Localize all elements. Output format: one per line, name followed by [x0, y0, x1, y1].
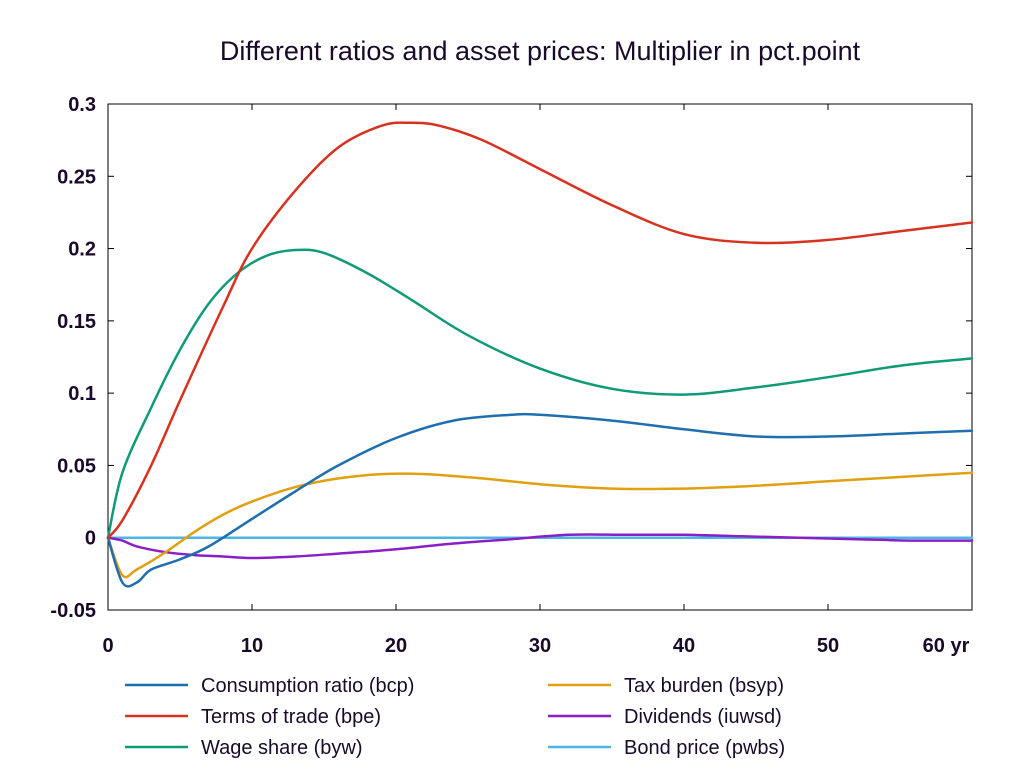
series-line-3: [106, 471, 974, 579]
chart-title: Different ratios and asset prices: Multi…: [220, 36, 861, 66]
y-tick-label: 0.25: [57, 166, 96, 188]
x-tick-label: 10: [241, 635, 263, 657]
series-layer: [106, 121, 974, 588]
plot-frame: [107, 103, 973, 611]
legend-label: Dividends (iuwsd): [624, 706, 782, 728]
y-tick-label: 0: [85, 528, 96, 550]
x-tick-label: 60 yr: [923, 635, 970, 657]
series-line-4: [106, 533, 974, 560]
y-tick-label: 0.3: [68, 94, 96, 116]
x-tick-label: 40: [673, 635, 695, 657]
legend-label: Terms of trade (bpe): [201, 706, 381, 728]
legend-label: Wage share (byw): [201, 737, 363, 759]
y-tick-label: 0.1: [68, 383, 96, 405]
x-tick-label: 50: [817, 635, 839, 657]
legend-label: Tax burden (bsyp): [624, 675, 784, 697]
axis-ticks: -0.05 0 0.05 0.1 0.15 0.2 0.25 0.3 0 10 20 30 40 50 60…: [50, 94, 973, 657]
x-tick-label: 0: [102, 635, 113, 657]
x-tick-label: 20: [385, 635, 407, 657]
x-tick-label: 30: [529, 635, 551, 657]
y-tick-label: -0.05: [50, 600, 96, 622]
y-tick-label: 0.2: [68, 239, 96, 261]
y-tick-label: 0.15: [57, 311, 96, 333]
y-tick-label: 0.05: [57, 455, 96, 477]
legend-label: Bond price (pwbs): [624, 737, 785, 759]
series-line-1: [106, 121, 974, 539]
legend: Consumption ratio (bcp) Terms of trade (b…: [125, 675, 785, 759]
legend-label: Consumption ratio (bcp): [201, 675, 414, 697]
series-line-2: [106, 248, 974, 539]
series-line-0: [106, 412, 974, 588]
